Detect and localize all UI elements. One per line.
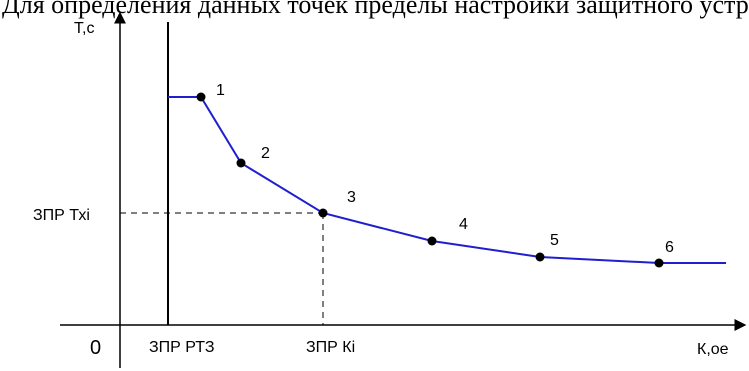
y-marker-label: ЗПР Тхi <box>33 207 90 224</box>
curve-point-4 <box>427 236 437 246</box>
point-label-4: 4 <box>459 216 468 233</box>
x-marker-label: ЗПР Кi <box>306 339 355 356</box>
vertical-line-label: ЗПР РТЗ <box>149 339 215 356</box>
point-label-1: 1 <box>216 82 225 99</box>
point-label-2: 2 <box>261 145 270 162</box>
y-axis-label: Т,с <box>74 20 94 37</box>
curve-point-5 <box>535 252 545 262</box>
point-label-6: 6 <box>665 239 674 256</box>
point-label-5: 5 <box>550 232 559 249</box>
origin-label: 0 <box>90 337 101 359</box>
characteristic-curve <box>168 96 726 264</box>
curve-point-1 <box>196 92 206 102</box>
cut-off-page-text: Для определения данных точек пределы нас… <box>2 0 749 19</box>
x-axis-label: К,ое <box>697 341 729 358</box>
curve-points <box>196 92 664 268</box>
point-label-3: 3 <box>347 189 356 206</box>
curve-point-6 <box>654 258 664 268</box>
curve-point-3 <box>318 208 328 218</box>
curve-point-2 <box>236 158 246 168</box>
